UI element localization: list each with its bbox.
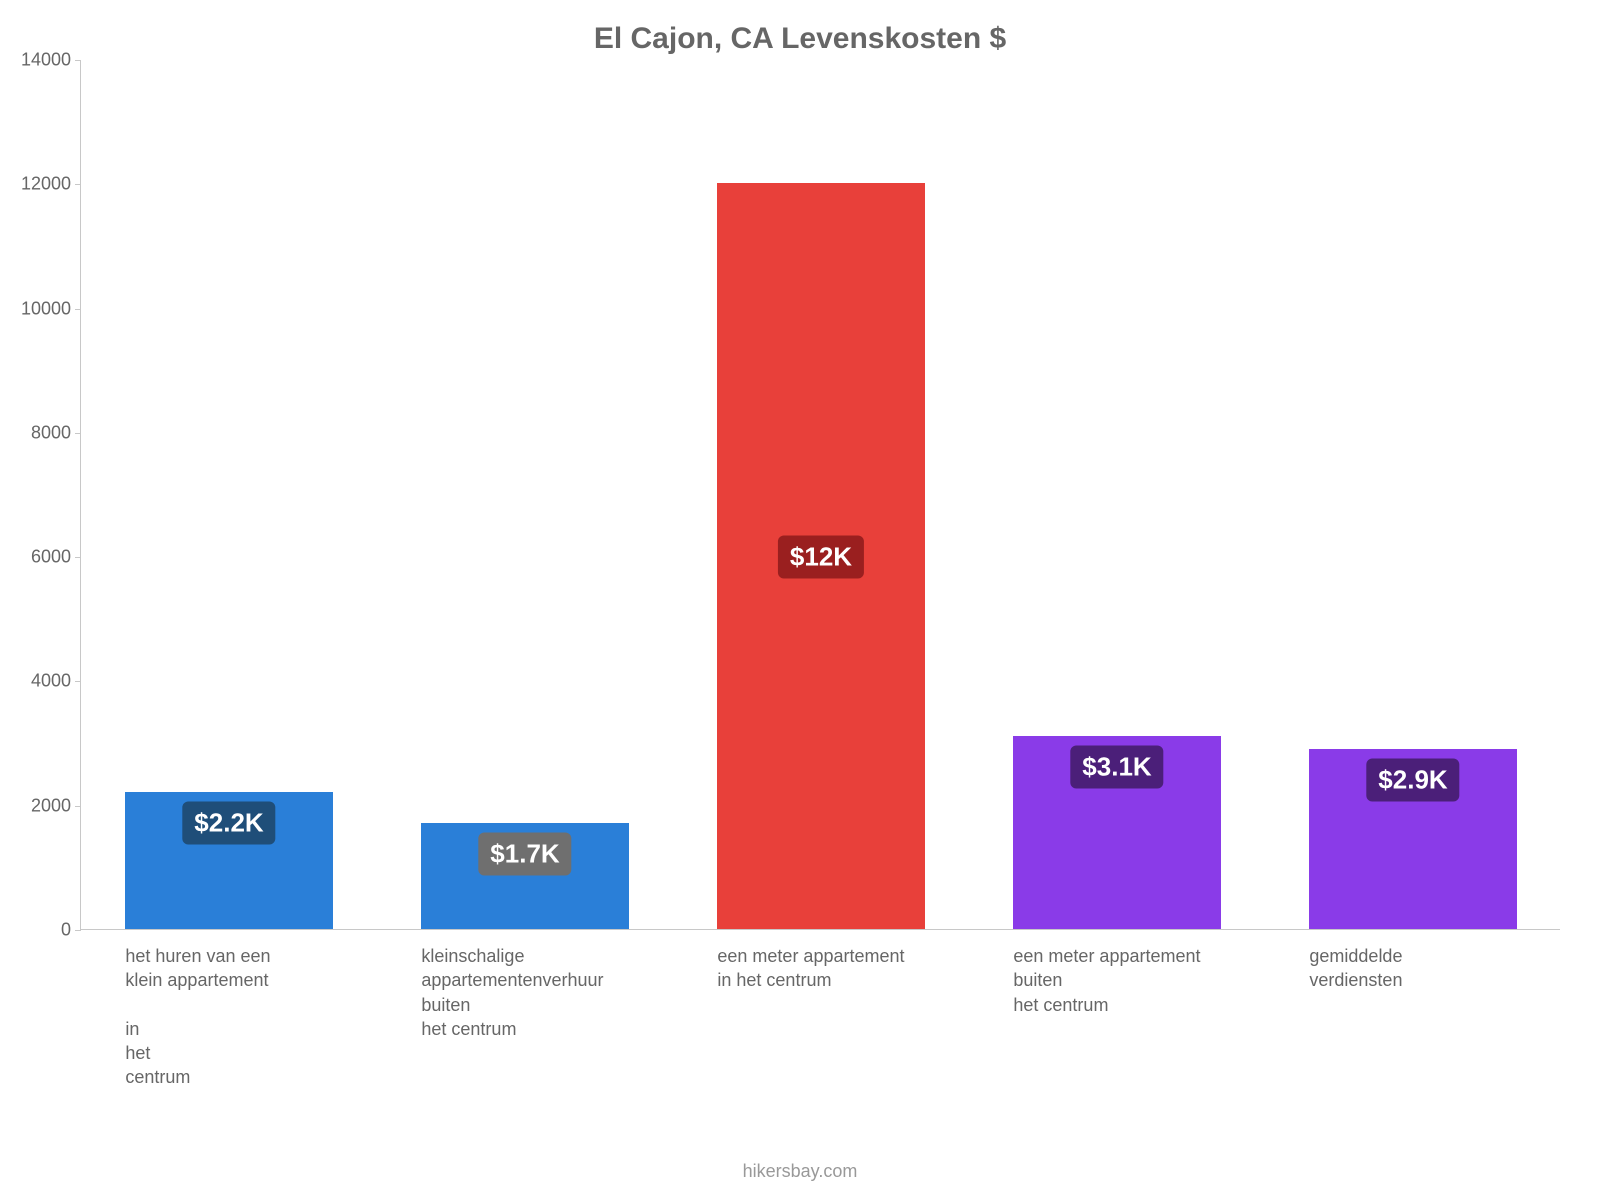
y-tick-label: 14000 [11, 50, 71, 71]
plot-area: 02000400060008000100001200014000$2.2Khet… [80, 60, 1560, 930]
chart-container: El Cajon, CA Levenskosten $ 020004000600… [0, 0, 1600, 1200]
y-tick-mark [75, 557, 81, 558]
y-tick-label: 10000 [11, 298, 71, 319]
y-tick-label: 2000 [11, 795, 71, 816]
y-tick-label: 6000 [11, 547, 71, 568]
y-tick-mark [75, 309, 81, 310]
y-tick-mark [75, 806, 81, 807]
bar-value-label: $2.2K [182, 802, 275, 845]
y-tick-mark [75, 681, 81, 682]
y-tick-mark [75, 433, 81, 434]
y-tick-label: 12000 [11, 174, 71, 195]
y-tick-label: 4000 [11, 671, 71, 692]
attribution-text: hikersbay.com [0, 1161, 1600, 1182]
y-tick-mark [75, 930, 81, 931]
x-tick-label: het huren van eenklein appartement inhet… [125, 944, 406, 1090]
bar-value-label: $3.1K [1070, 746, 1163, 789]
x-tick-label: kleinschaligeappartementenverhuurbuitenh… [421, 944, 702, 1041]
bar-value-label: $12K [778, 536, 864, 579]
bar-value-label: $2.9K [1366, 758, 1459, 801]
x-tick-label: gemiddeldeverdiensten [1309, 944, 1590, 993]
bar-value-label: $1.7K [478, 833, 571, 876]
y-tick-label: 0 [11, 920, 71, 941]
y-tick-mark [75, 60, 81, 61]
x-tick-label: een meter appartementbuitenhet centrum [1013, 944, 1294, 1017]
y-tick-mark [75, 184, 81, 185]
x-tick-label: een meter appartementin het centrum [717, 944, 998, 993]
chart-title: El Cajon, CA Levenskosten $ [0, 22, 1600, 56]
y-tick-label: 8000 [11, 422, 71, 443]
